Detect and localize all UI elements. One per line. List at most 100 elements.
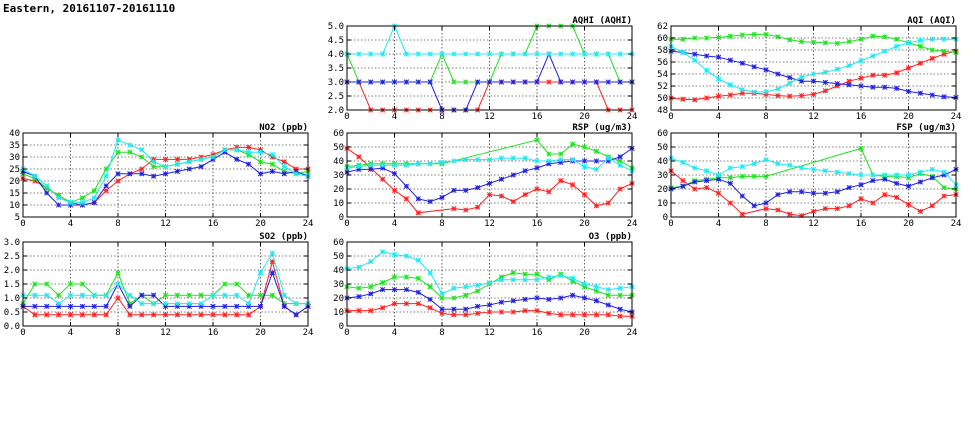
data-point (245, 292, 252, 298)
data-point (474, 288, 481, 294)
data-point (522, 277, 528, 283)
chart-title: NO2 (ppb) (259, 123, 308, 133)
data-point (822, 69, 829, 75)
y-tick-label: 40 (333, 266, 344, 276)
x-tick-label: 20 (903, 219, 914, 229)
data-point (463, 51, 469, 57)
data-point (917, 179, 924, 185)
data-point (486, 191, 493, 198)
data-point (498, 299, 505, 305)
data-point (139, 171, 145, 177)
data-point (415, 289, 421, 296)
data-point (715, 54, 722, 60)
y-tick-label: 0.5 (4, 308, 20, 318)
x-tick-label: 4 (392, 112, 397, 122)
data-point (498, 79, 505, 85)
data-point (893, 43, 900, 50)
data-point (917, 37, 924, 44)
data-point (79, 199, 86, 206)
data-point (522, 296, 528, 303)
data-point (162, 312, 169, 318)
data-point (763, 89, 769, 95)
data-point (941, 48, 947, 54)
data-point (581, 295, 588, 301)
data-point (415, 300, 421, 307)
data-point (727, 180, 734, 187)
data-point (870, 172, 876, 178)
data-point (198, 300, 204, 307)
data-point (127, 171, 133, 177)
data-point (617, 162, 623, 168)
data-point (893, 70, 900, 76)
data-point (379, 79, 386, 85)
data-point (451, 312, 457, 318)
data-point (269, 168, 276, 175)
data-point (257, 149, 264, 155)
chart-title: RSP (ug/m3) (572, 123, 632, 133)
y-tick-label: 3.0 (4, 238, 20, 248)
data-point (379, 286, 386, 293)
data-point (593, 148, 600, 154)
data-point (439, 306, 445, 312)
data-point (569, 312, 576, 318)
data-point (403, 79, 410, 85)
data-point (692, 165, 698, 171)
y-tick-label: 50 (657, 143, 668, 153)
data-point (546, 158, 552, 164)
data-point (941, 94, 947, 100)
data-point (680, 96, 686, 102)
data-point (91, 303, 97, 310)
x-tick-label: 12 (160, 219, 171, 229)
y-tick-label: 2.0 (4, 266, 20, 276)
data-point (534, 295, 540, 301)
data-point (534, 271, 540, 277)
data-point (127, 303, 133, 310)
chart-aqhi: 0 4 8 12 16 20 24 2.0 2.5 3.0 3.5 4.0 4.5 5.0 AQHI (AQ… (328, 16, 638, 122)
data-point (763, 31, 769, 38)
data-point (703, 35, 710, 41)
data-point (703, 177, 710, 184)
data-point (510, 172, 516, 178)
data-point (703, 95, 710, 101)
data-point (486, 309, 493, 315)
data-point (498, 155, 505, 161)
data-point (139, 292, 145, 298)
x-tick-label: 20 (255, 219, 266, 229)
data-point (379, 176, 386, 182)
data-point (234, 156, 240, 163)
data-point (368, 284, 374, 290)
data-point (534, 307, 540, 314)
data-point (415, 210, 421, 216)
y-tick-label: 50 (657, 94, 668, 104)
data-point (893, 85, 900, 92)
x-tick-label: 0 (20, 328, 25, 338)
data-point (593, 312, 600, 318)
data-point (593, 298, 600, 304)
data-point (210, 303, 216, 310)
data-point (403, 253, 410, 259)
data-point (605, 312, 611, 318)
data-point (569, 182, 576, 188)
x-tick-label: 24 (627, 328, 638, 338)
data-point (680, 159, 686, 166)
data-point (44, 312, 50, 318)
data-point (617, 285, 623, 291)
data-point (739, 173, 745, 180)
data-point (174, 156, 181, 163)
y-tick-label: 60 (657, 34, 668, 44)
data-point (415, 275, 421, 282)
data-point (846, 38, 852, 45)
data-point (569, 156, 576, 163)
data-point (846, 82, 852, 88)
data-point (822, 190, 829, 196)
data-point (451, 158, 457, 164)
x-tick-label: 20 (579, 112, 590, 122)
data-point (32, 292, 38, 298)
data-point (593, 203, 600, 209)
data-point (739, 193, 745, 199)
y-tick-label: 35 (9, 141, 20, 151)
x-tick-label: 24 (951, 219, 962, 229)
data-point (581, 312, 588, 318)
data-point (617, 79, 623, 85)
